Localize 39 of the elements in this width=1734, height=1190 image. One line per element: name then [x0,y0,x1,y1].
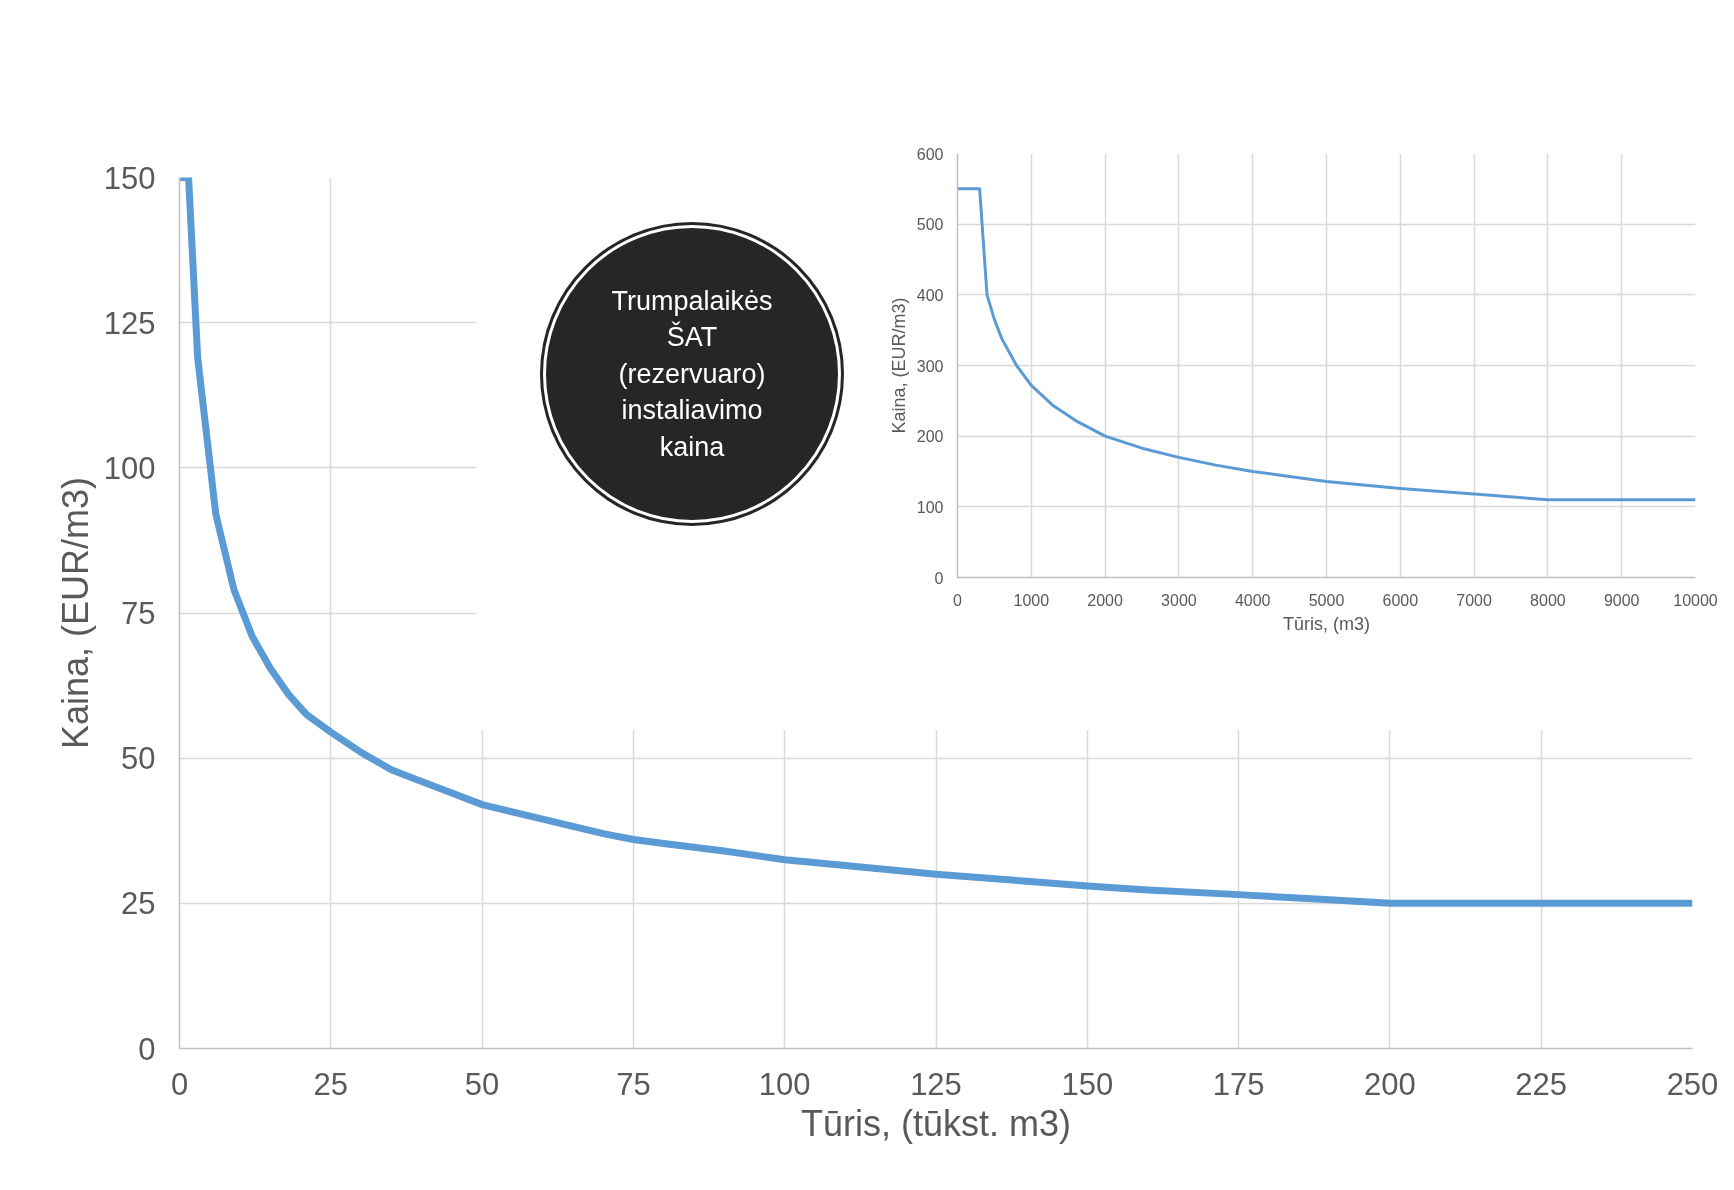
y-tick-label: 300 [916,357,944,375]
y-axis-title: Kaina, (EUR/m3) [54,476,96,750]
x-tick-label: 7000 [1456,591,1492,609]
y-tick-label: 0 [934,569,944,587]
y-axis-title: Kaina, (EUR/m3) [888,297,909,434]
y-tick-label: 400 [916,286,944,304]
x-axis-title: Tūris, (tūkst. m3) [800,1102,1072,1144]
x-tick-label: 3000 [1161,591,1197,609]
y-tick-label: 200 [916,428,944,446]
y-tick-label: 0 [138,1031,156,1067]
x-tick-label: 0 [170,1066,189,1102]
x-tick-label: 200 [1364,1066,1416,1102]
x-tick-label: 5000 [1308,591,1345,609]
x-tick-label: 10000 [1673,591,1718,609]
x-tick-label: 8000 [1530,591,1566,609]
x-tick-label: 175 [1212,1066,1265,1102]
x-tick-label: 4000 [1234,591,1271,609]
line-series [957,187,1696,502]
x-tick-label: 75 [616,1066,651,1102]
y-tick-label: 25 [121,886,156,922]
y-tick-label: 500 [916,216,944,234]
x-tick-label: 250 [1666,1066,1719,1102]
x-axis-title: Tūris, (m3) [1283,613,1370,634]
x-tick-label: 2000 [1087,591,1123,609]
x-tick-label: 150 [1061,1066,1114,1102]
x-tick-label: 225 [1515,1066,1568,1102]
x-tick-label: 100 [758,1066,811,1102]
y-tick-label: 50 [121,741,156,777]
x-tick-label: 6000 [1382,591,1419,609]
y-tick-label: 100 [103,450,156,486]
x-tick-label: 25 [313,1066,349,1102]
y-tick-label: 150 [103,160,156,196]
x-tick-label: 9000 [1603,591,1640,609]
y-tick-label: 600 [916,145,944,163]
y-tick-label: 100 [916,498,944,516]
x-tick-label: 1000 [1013,591,1050,609]
x-tick-label: 50 [464,1066,500,1102]
x-tick-label: 0 [953,591,963,609]
y-tick-label: 125 [103,305,156,341]
